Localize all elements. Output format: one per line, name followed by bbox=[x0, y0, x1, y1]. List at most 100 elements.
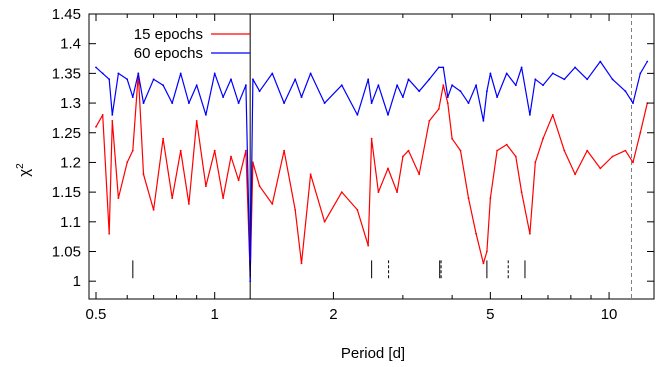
data-point-1-5 bbox=[126, 78, 129, 81]
data-point-0-5 bbox=[126, 161, 129, 164]
data-point-0-26 bbox=[294, 209, 297, 211]
data-point-0-43 bbox=[446, 102, 449, 104]
data-point-1-6 bbox=[131, 96, 134, 98]
data-point-0-42 bbox=[442, 84, 445, 87]
data-point-1-3 bbox=[111, 114, 114, 116]
data-point-0-24 bbox=[271, 203, 274, 205]
data-point-1-0 bbox=[95, 66, 97, 69]
x-tick-label: 2 bbox=[329, 306, 337, 323]
data-point-1-47 bbox=[475, 84, 477, 87]
data-point-1-24 bbox=[271, 72, 274, 75]
data-point-0-45 bbox=[459, 149, 462, 152]
data-point-1-59 bbox=[563, 78, 566, 81]
data-point-0-65 bbox=[632, 161, 634, 164]
y-tick-label: 1.3 bbox=[60, 95, 81, 112]
data-point-1-4 bbox=[117, 72, 120, 75]
data-point-1-50 bbox=[489, 72, 492, 75]
data-point-1-56 bbox=[534, 78, 537, 81]
data-point-1-17 bbox=[222, 96, 225, 98]
data-point-0-10 bbox=[162, 137, 165, 140]
data-point-1-22 bbox=[252, 78, 254, 81]
data-point-0-27 bbox=[300, 262, 303, 265]
data-point-1-27 bbox=[300, 96, 303, 98]
data-point-1-1 bbox=[101, 72, 104, 75]
data-point-1-12 bbox=[179, 72, 182, 75]
data-point-1-21 bbox=[249, 280, 252, 283]
y-tick-label: 1.05 bbox=[52, 244, 81, 261]
data-point-0-35 bbox=[387, 167, 389, 170]
data-point-1-42 bbox=[442, 66, 445, 69]
data-point-0-14 bbox=[195, 120, 198, 122]
data-point-1-25 bbox=[283, 102, 285, 104]
data-point-0-50 bbox=[489, 197, 492, 200]
data-point-1-33 bbox=[370, 102, 373, 104]
data-point-1-48 bbox=[482, 120, 485, 122]
data-point-0-17 bbox=[222, 197, 225, 200]
data-point-1-53 bbox=[514, 84, 517, 87]
data-point-0-1 bbox=[101, 114, 104, 116]
data-point-0-63 bbox=[611, 155, 614, 158]
data-point-1-29 bbox=[323, 102, 326, 104]
data-point-0-57 bbox=[542, 137, 544, 140]
data-point-0-55 bbox=[529, 232, 531, 235]
data-point-1-34 bbox=[377, 84, 380, 87]
data-point-0-58 bbox=[551, 114, 554, 116]
data-point-0-52 bbox=[505, 143, 508, 146]
x-tick-label: 10 bbox=[601, 306, 618, 323]
data-point-1-16 bbox=[213, 72, 216, 75]
data-point-0-37 bbox=[402, 155, 404, 158]
data-point-1-28 bbox=[309, 72, 312, 75]
data-point-0-8 bbox=[142, 173, 145, 176]
data-point-1-23 bbox=[258, 90, 261, 93]
data-point-0-64 bbox=[624, 149, 627, 152]
data-point-1-60 bbox=[574, 66, 576, 69]
legend-label-0: 15 epochs bbox=[134, 26, 203, 43]
data-point-0-18 bbox=[230, 155, 232, 158]
data-point-1-67 bbox=[646, 60, 649, 63]
data-point-1-55 bbox=[529, 114, 531, 116]
data-point-1-9 bbox=[152, 78, 155, 81]
data-point-0-4 bbox=[117, 197, 120, 200]
data-point-1-10 bbox=[162, 84, 165, 87]
data-point-0-16 bbox=[213, 149, 216, 152]
data-point-1-58 bbox=[551, 72, 554, 75]
data-point-1-8 bbox=[142, 102, 145, 104]
data-point-1-57 bbox=[542, 84, 544, 87]
y-tick-label: 1.35 bbox=[52, 65, 81, 82]
data-point-0-28 bbox=[309, 173, 312, 176]
x-axis-ticks: 0.5 1 2 5 10 bbox=[86, 14, 618, 323]
data-point-1-63 bbox=[611, 78, 614, 81]
data-point-0-47 bbox=[475, 232, 477, 235]
data-point-0-29 bbox=[323, 220, 326, 223]
data-point-0-15 bbox=[205, 185, 207, 188]
data-point-0-53 bbox=[514, 155, 517, 158]
x-axis-label: Period [d] bbox=[341, 345, 405, 362]
data-point-0-33 bbox=[370, 137, 373, 140]
x-tick-label: 0.5 bbox=[86, 306, 107, 323]
data-point-0-23 bbox=[258, 185, 261, 188]
data-point-0-41 bbox=[437, 108, 440, 110]
data-point-0-48 bbox=[482, 262, 485, 265]
data-point-1-35 bbox=[387, 114, 389, 116]
data-point-1-64 bbox=[624, 90, 627, 93]
data-point-0-22 bbox=[252, 161, 254, 164]
y-axis-label: χ2 bbox=[15, 163, 33, 177]
data-series bbox=[95, 60, 649, 283]
x-tick-label: 1 bbox=[211, 306, 219, 323]
data-point-0-2 bbox=[108, 232, 111, 235]
data-point-0-51 bbox=[496, 149, 498, 152]
data-point-1-45 bbox=[459, 90, 462, 93]
x-tick-label: 5 bbox=[486, 306, 494, 323]
data-point-1-7 bbox=[137, 72, 140, 75]
data-point-0-46 bbox=[467, 197, 470, 200]
plot-border bbox=[88, 13, 655, 300]
data-point-1-26 bbox=[294, 78, 297, 81]
data-point-1-51 bbox=[496, 96, 498, 98]
legend-label-1: 60 epochs bbox=[134, 45, 203, 62]
data-point-0-25 bbox=[283, 149, 285, 152]
data-point-0-61 bbox=[586, 149, 589, 152]
series-line-1 bbox=[95, 60, 648, 282]
legend: 15 epochs 60 epochs bbox=[134, 26, 250, 62]
data-point-0-66 bbox=[639, 131, 642, 134]
